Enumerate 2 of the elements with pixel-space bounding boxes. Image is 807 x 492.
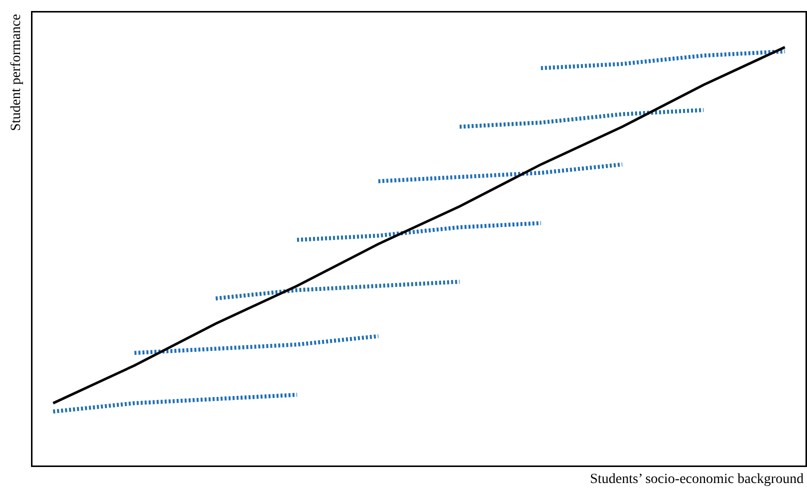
x-axis-title: Students’ socio-economic background: [590, 472, 804, 487]
y-axis-title: Student performance: [9, 14, 24, 131]
